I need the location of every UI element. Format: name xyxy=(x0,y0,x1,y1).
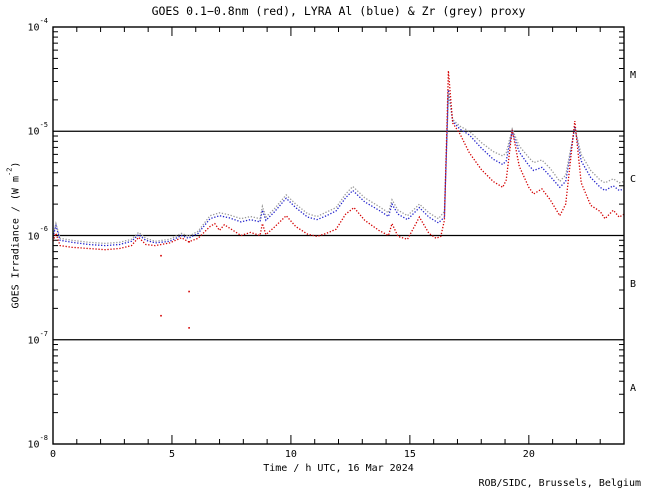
flare-class-label: B xyxy=(630,278,637,290)
flare-class-label: A xyxy=(630,382,637,394)
flare-class-label: C xyxy=(630,174,637,186)
x-tick-label: 20 xyxy=(522,449,535,460)
x-tick-label: 15 xyxy=(403,449,416,460)
y-tick-label: 10-8 xyxy=(27,433,48,451)
x-tick-label: 5 xyxy=(168,449,175,460)
x-tick-label: 0 xyxy=(49,449,57,460)
chart-title: GOES 0.1−0.8nm (red), LYRA Al (blue) & Z… xyxy=(151,4,526,18)
y-axis-label: GOES Irradiance / (W m-2) xyxy=(5,161,22,309)
credit-text: ROB/SIDC, Brussels, Belgium xyxy=(478,478,641,489)
y-tick-label: 10-4 xyxy=(27,16,48,34)
y-tick-label: 10-5 xyxy=(27,121,48,138)
flare-class-label: M xyxy=(630,70,637,82)
x-axis-label: Time / h UTC, 16 Mar 2024 xyxy=(263,463,414,474)
y-tick-label: 10-7 xyxy=(27,329,48,347)
x-tick-label: 10 xyxy=(284,449,297,460)
y-tick-label: 10-6 xyxy=(27,225,48,242)
